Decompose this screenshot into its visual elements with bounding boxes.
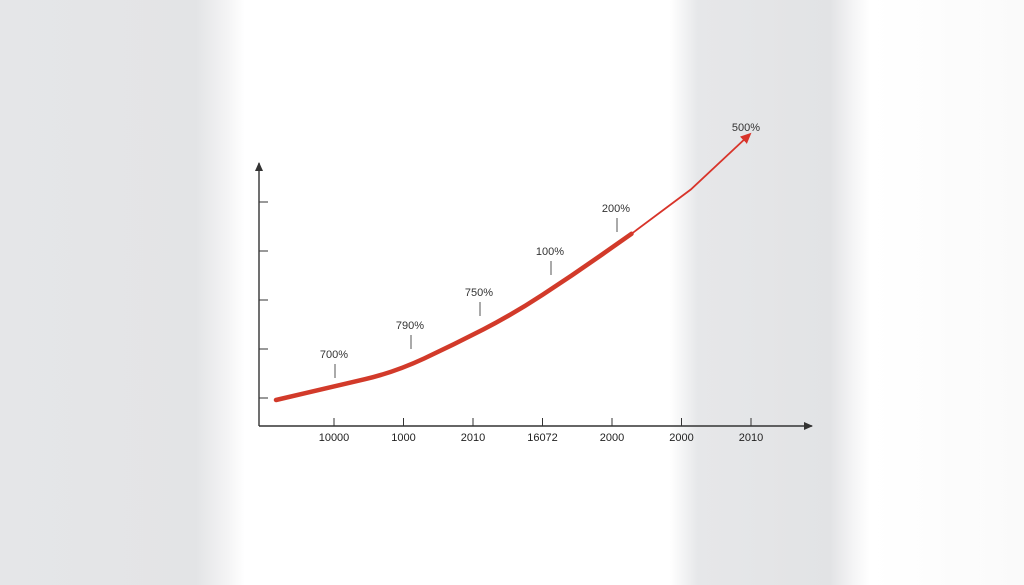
- x-tick-label: 2010: [739, 432, 763, 444]
- annotation-label: 500%: [732, 122, 760, 134]
- annotation-label: 700%: [320, 349, 348, 361]
- x-tick-label: 2010: [461, 432, 485, 444]
- background-band-left: [0, 0, 245, 585]
- background-band-right: [670, 0, 870, 585]
- x-tick-label: 1000: [391, 432, 415, 444]
- annotation-label: 790%: [396, 320, 424, 332]
- x-axis-ticks: 10000 1000 2010 16072 2000 2000 2010: [319, 418, 763, 444]
- series-arrow: [630, 132, 752, 235]
- y-axis: [255, 162, 268, 426]
- annotation-label: 100%: [536, 246, 564, 258]
- annotation-label: 750%: [465, 287, 493, 299]
- series-group: [273, 132, 752, 403]
- x-axis: 10000 1000 2010 16072 2000 2000 2010: [259, 418, 813, 444]
- annotation-label: 200%: [602, 203, 630, 215]
- x-tick-label: 2000: [669, 432, 693, 444]
- data-annotations: 700% 790% 750% 100% 200% 500%: [320, 122, 760, 378]
- background-band-far-right: [870, 0, 1024, 585]
- y-axis-ticks: [259, 201, 268, 399]
- x-tick-label: 10000: [319, 432, 350, 444]
- x-tick-label: 2000: [600, 432, 624, 444]
- series-line: [273, 231, 634, 403]
- x-tick-label: 16072: [527, 432, 558, 444]
